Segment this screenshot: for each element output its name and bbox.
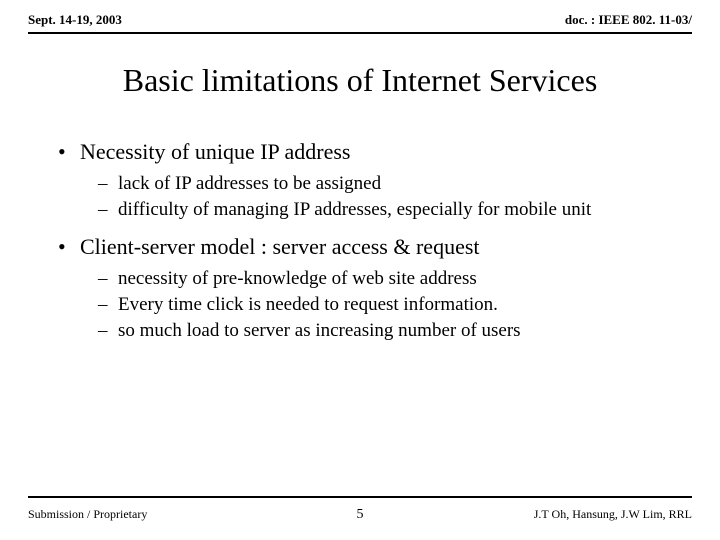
dash-icon: – [98, 171, 118, 197]
sub-text: necessity of pre-knowledge of web site a… [118, 266, 477, 292]
sub-item: – Every time click is needed to request … [98, 292, 690, 318]
header-doc: doc. : IEEE 802. 11-03/ [565, 12, 692, 28]
sub-text: so much load to server as increasing num… [118, 318, 521, 344]
sub-item: – difficulty of managing IP addresses, e… [98, 197, 690, 223]
sub-text: Every time click is needed to request in… [118, 292, 498, 318]
sub-group: – necessity of pre-knowledge of web site… [98, 266, 690, 343]
dash-icon: – [98, 197, 118, 223]
footer-left: Submission / Proprietary [28, 507, 147, 522]
bullet-text: Client-server model : server access & re… [80, 234, 480, 260]
page-number: 5 [357, 507, 364, 523]
bullet-icon: • [58, 139, 80, 165]
bullet-item: • Necessity of unique IP address [58, 139, 690, 165]
slide-content: • Necessity of unique IP address – lack … [0, 99, 720, 343]
header-date: Sept. 14-19, 2003 [28, 12, 122, 28]
slide-title: Basic limitations of Internet Services [0, 62, 720, 99]
footer-rule [28, 496, 692, 498]
bullet-text: Necessity of unique IP address [80, 139, 350, 165]
footer-right: J.T Oh, Hansung, J.W Lim, RRL [534, 507, 692, 522]
sub-text: difficulty of managing IP addresses, esp… [118, 197, 591, 223]
sub-text: lack of IP addresses to be assigned [118, 171, 381, 197]
header-rule [28, 32, 692, 34]
bullet-icon: • [58, 234, 80, 260]
sub-item: – lack of IP addresses to be assigned [98, 171, 690, 197]
dash-icon: – [98, 266, 118, 292]
sub-group: – lack of IP addresses to be assigned – … [98, 171, 690, 222]
bullet-item: • Client-server model : server access & … [58, 234, 690, 260]
slide-header: Sept. 14-19, 2003 doc. : IEEE 802. 11-03… [0, 0, 720, 32]
sub-item: – necessity of pre-knowledge of web site… [98, 266, 690, 292]
slide-footer: Submission / Proprietary 5 J.T Oh, Hansu… [28, 507, 692, 522]
dash-icon: – [98, 292, 118, 318]
sub-item: – so much load to server as increasing n… [98, 318, 690, 344]
dash-icon: – [98, 318, 118, 344]
